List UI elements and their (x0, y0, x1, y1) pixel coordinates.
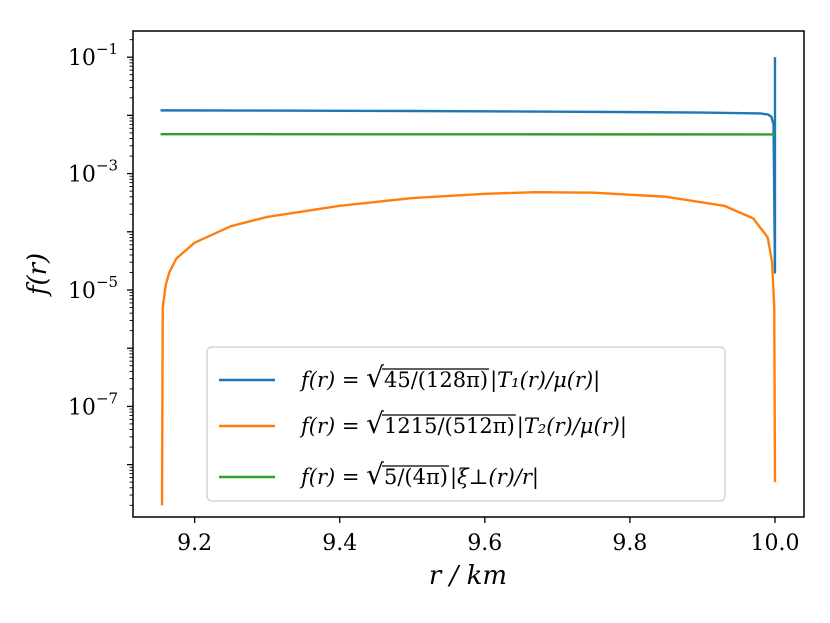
y-axis: 10−1 10−3 10−5 10−7 (68, 39, 133, 506)
legend: f(r) = √45/(128π)|T₁(r)/μ(r)| f(r) = √121… (206, 346, 726, 502)
y-tick-label: 10−5 (68, 273, 118, 304)
x-tick-label: 9.8 (612, 531, 647, 556)
legend-box (206, 346, 726, 502)
x-tick-label: 9.6 (467, 531, 502, 556)
legend-entry-1: f(r) = √45/(128π)|T₁(r)/μ(r)| (299, 361, 600, 394)
x-axis: 9.2 9.4 9.6 9.8 10.0 (177, 517, 799, 556)
x-tick-label: 10.0 (750, 531, 799, 556)
legend-entry-2: f(r) = √1215/(512π)|T₂(r)/μ(r)| (299, 407, 627, 440)
y-tick-label: 10−1 (68, 40, 118, 71)
x-axis-label: r / km (429, 561, 507, 591)
series-line-2 (160, 190, 777, 506)
y-axis-label: f(r) (23, 253, 53, 297)
x-tick-label: 9.2 (177, 531, 212, 556)
plot-frame (132, 30, 805, 518)
legend-entry-3: f(r) = √5/(4π)|ξ⊥(r)/r| (299, 458, 539, 491)
x-tick-label: 9.4 (322, 531, 357, 556)
series-line-1 (160, 57, 777, 274)
y-tick-label: 10−3 (68, 157, 118, 188)
series-layer (160, 57, 777, 506)
y-tick-label: 10−7 (68, 389, 118, 420)
